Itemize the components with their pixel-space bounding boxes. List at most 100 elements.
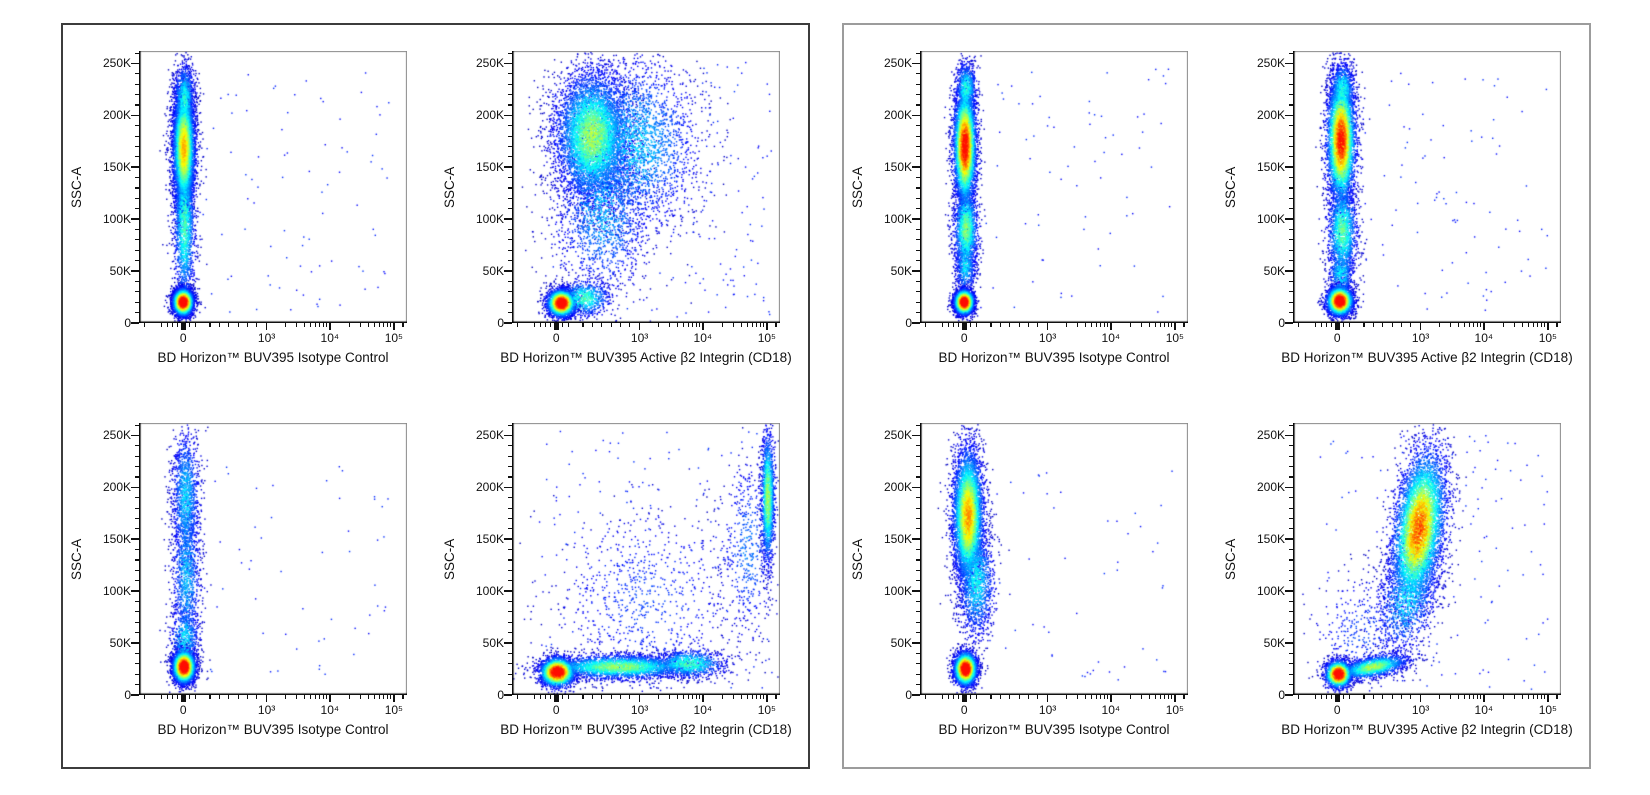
y-minor-tick [507, 301, 512, 303]
x-tick-label: 10⁴ [1101, 331, 1121, 345]
x-tick-label: 10³ [1411, 331, 1430, 345]
x-minor-tick [1473, 695, 1475, 699]
y-minor-tick [507, 621, 512, 623]
y-major-tick [504, 322, 512, 324]
x-minor-tick [669, 323, 671, 327]
x-major-tick [766, 695, 768, 702]
x-minor-tick [177, 323, 179, 327]
x-tick-label: 10³ [630, 703, 649, 717]
x-minor-tick [1391, 695, 1393, 699]
x-minor-tick [756, 323, 758, 327]
x-tick-label: 10⁵ [1538, 331, 1558, 345]
y-minor-tick [915, 280, 920, 283]
x-minor-tick [582, 695, 584, 699]
x-tick-label: 10⁵ [1165, 331, 1185, 345]
y-minor-tick [1288, 507, 1293, 509]
x-minor-tick [721, 695, 723, 699]
x-minor-tick [1331, 695, 1333, 699]
y-major-tick [912, 218, 920, 221]
x-minor-tick [1027, 695, 1030, 699]
x-minor-tick [1091, 323, 1093, 327]
plot-left-top-isotype: SSC-A 0 50K 100K 150K 200K 250K 0 10³ 10⁴ 10⁵ BD Ho… [63, 25, 435, 395]
x-minor-tick [942, 323, 944, 327]
y-minor-tick [134, 145, 139, 148]
x-minor-tick [359, 695, 361, 699]
y-tick-label: 200K [883, 480, 912, 495]
x-axis-label: BD Horizon™ BUV395 Active β2 Integrin (C… [500, 722, 792, 737]
y-minor-tick [134, 621, 139, 623]
x-minor-tick [189, 695, 191, 699]
x-minor-tick [1320, 695, 1322, 699]
y-minor-tick [915, 73, 920, 75]
x-major-tick [1547, 323, 1549, 330]
x-minor-tick [747, 695, 749, 699]
x-minor-tick [228, 323, 230, 327]
x-minor-tick [1382, 695, 1384, 699]
x-major-tick [180, 323, 186, 330]
x-minor-tick [688, 323, 690, 327]
y-minor-tick [1288, 52, 1293, 54]
y-tick-label: 100K [1256, 212, 1285, 227]
x-minor-tick [1556, 323, 1558, 327]
y-minor-tick [507, 145, 512, 148]
x-tick-label: 0 [1333, 703, 1341, 717]
y-minor-tick [1288, 177, 1293, 179]
x-minor-tick [1363, 323, 1365, 327]
x-minor-tick [1502, 323, 1504, 327]
y-major-tick [131, 538, 139, 541]
y-tick-label: 0 [1278, 688, 1285, 702]
x-minor-tick [1372, 323, 1374, 327]
x-minor-tick [374, 695, 376, 699]
x-minor-tick [567, 323, 569, 327]
x-axis-label: BD Horizon™ BUV395 Active β2 Integrin (C… [1281, 350, 1573, 365]
y-minor-tick [134, 301, 139, 303]
x-tick-label: 0 [960, 331, 968, 345]
x-major-tick [638, 695, 641, 702]
x-major-tick [766, 323, 768, 330]
y-minor-tick [507, 312, 512, 314]
x-minor-tick [1325, 695, 1328, 699]
y-major-tick [1285, 434, 1293, 437]
y-tick-label: 250K [883, 428, 912, 443]
x-minor-tick [516, 323, 518, 327]
y-major-tick [912, 166, 920, 169]
y-tick-label: 50K [890, 636, 912, 651]
x-minor-tick [310, 323, 312, 327]
x-minor-tick [947, 323, 949, 327]
y-major-tick [912, 62, 920, 65]
x-minor-tick [1100, 323, 1102, 327]
y-minor-tick [507, 197, 512, 199]
x-minor-tick [1363, 695, 1365, 699]
x-minor-tick [762, 323, 764, 327]
y-minor-tick [1288, 312, 1293, 314]
y-tick-label: 100K [475, 212, 504, 227]
y-minor-tick [1288, 580, 1293, 582]
x-major-tick [1419, 695, 1422, 702]
x-minor-tick [695, 323, 697, 327]
y-minor-tick [507, 528, 512, 530]
y-axis-label: SSC-A [442, 166, 457, 208]
x-major-tick [961, 323, 967, 330]
x-minor-tick [171, 323, 174, 327]
x-minor-tick [322, 695, 324, 699]
y-tick-label: 200K [102, 480, 131, 495]
x-minor-tick [942, 695, 944, 699]
y-major-tick [131, 694, 139, 696]
x-minor-tick [218, 323, 220, 327]
y-minor-tick [915, 476, 920, 478]
y-minor-tick [1288, 528, 1293, 530]
y-minor-tick [915, 229, 920, 231]
plot-area: SSC-A 0 50K 100K 150K 200K 250K 0 10³ 10⁴ 10⁵ BD Ho… [850, 51, 1188, 365]
y-minor-tick [134, 135, 139, 137]
x-minor-tick [1107, 695, 1109, 699]
x-minor-tick [924, 323, 926, 327]
x-axis-label: BD Horizon™ BUV395 Isotype Control [157, 722, 389, 737]
plot-area: SSC-A 0 50K 100K 150K 200K 250K 0 10³ 10⁴ 10⁵ BD Ho… [442, 423, 792, 737]
y-minor-tick [507, 601, 512, 603]
x-minor-tick [1528, 695, 1530, 699]
x-minor-tick [166, 695, 168, 699]
x-minor-tick [386, 695, 388, 699]
y-tick-label: 150K [1256, 160, 1285, 175]
y-minor-tick [915, 197, 920, 199]
x-minor-tick [534, 695, 536, 699]
